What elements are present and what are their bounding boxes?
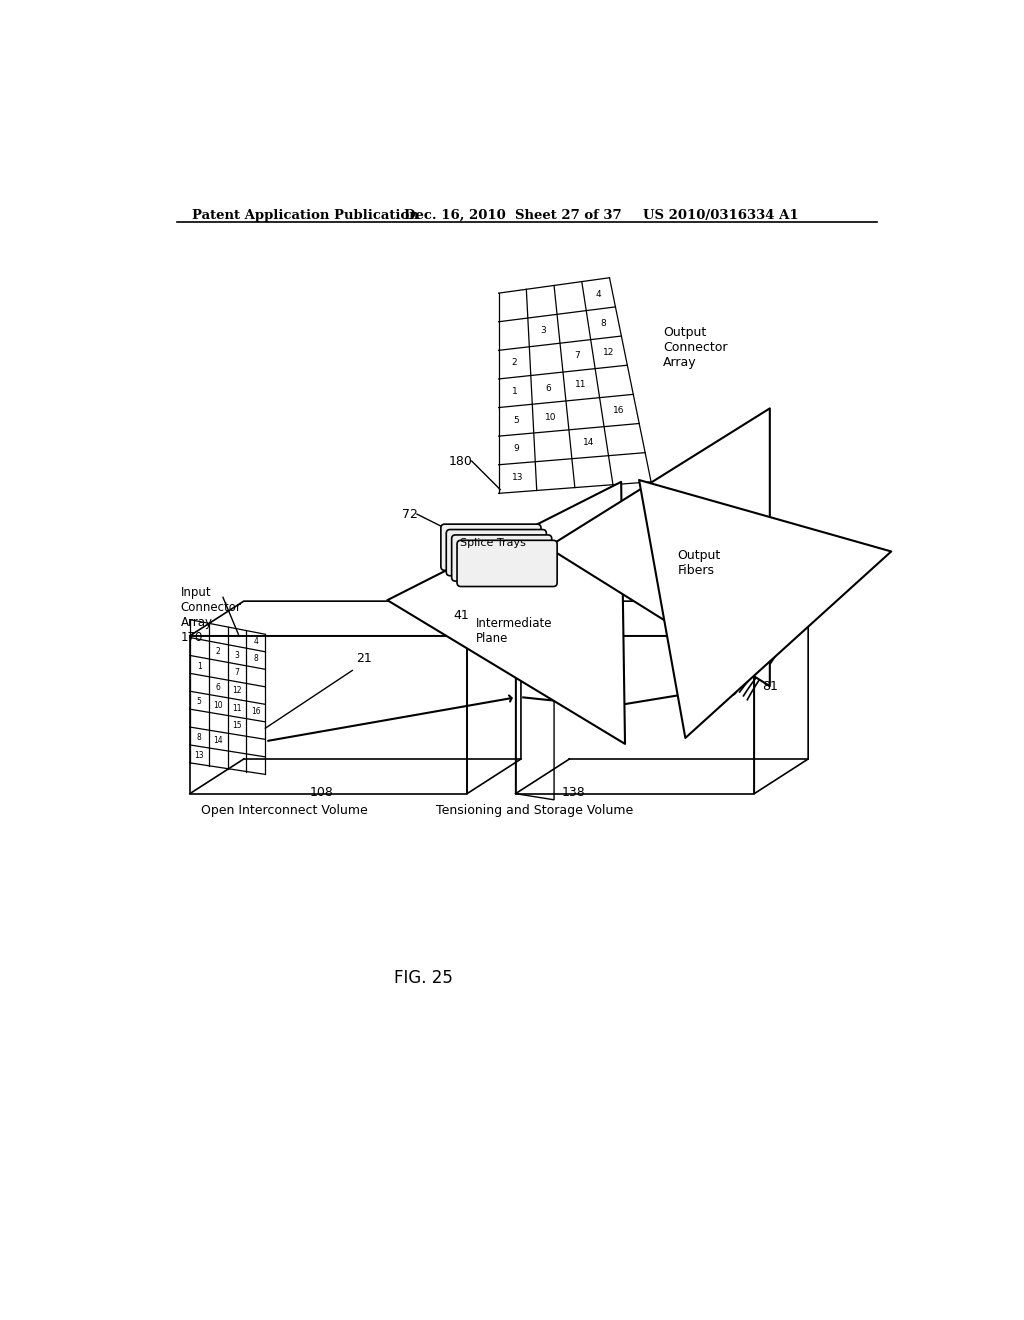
Text: 9: 9 bbox=[514, 445, 519, 453]
Text: 7: 7 bbox=[574, 351, 580, 360]
Text: 4: 4 bbox=[595, 289, 601, 298]
Text: 7: 7 bbox=[234, 668, 240, 677]
Text: 11: 11 bbox=[232, 704, 242, 713]
Text: Dec. 16, 2010  Sheet 27 of 37: Dec. 16, 2010 Sheet 27 of 37 bbox=[403, 209, 622, 222]
Text: 5: 5 bbox=[513, 416, 519, 425]
Text: 21: 21 bbox=[356, 652, 372, 665]
Text: Input
Connector
Array
170: Input Connector Array 170 bbox=[180, 586, 242, 644]
Text: 6: 6 bbox=[545, 384, 551, 392]
Text: 10: 10 bbox=[545, 413, 556, 421]
Text: 8: 8 bbox=[600, 319, 606, 327]
Text: 5: 5 bbox=[197, 697, 202, 706]
Text: Splice Trays: Splice Trays bbox=[461, 539, 526, 548]
Text: 16: 16 bbox=[251, 708, 261, 715]
Text: 81: 81 bbox=[762, 680, 778, 693]
FancyBboxPatch shape bbox=[446, 529, 547, 576]
Text: 2: 2 bbox=[512, 359, 517, 367]
Text: US 2010/0316334 A1: US 2010/0316334 A1 bbox=[643, 209, 799, 222]
Circle shape bbox=[605, 702, 611, 709]
Text: 8: 8 bbox=[197, 733, 202, 742]
Text: 6: 6 bbox=[216, 682, 220, 692]
Text: 1: 1 bbox=[197, 661, 202, 671]
Text: Output
Connector
Array: Output Connector Array bbox=[664, 326, 728, 370]
Text: 12: 12 bbox=[232, 686, 242, 696]
Text: 16: 16 bbox=[613, 407, 625, 414]
Text: 180: 180 bbox=[449, 454, 472, 467]
FancyBboxPatch shape bbox=[457, 540, 557, 586]
Text: 8: 8 bbox=[254, 655, 258, 663]
Text: 1: 1 bbox=[512, 387, 518, 396]
Text: 72: 72 bbox=[401, 508, 418, 520]
Text: 13: 13 bbox=[512, 473, 523, 482]
Text: Patent Application Publication: Patent Application Publication bbox=[193, 209, 419, 222]
Text: Output
Fibers: Output Fibers bbox=[677, 549, 721, 577]
Text: FIG. 25: FIG. 25 bbox=[393, 969, 453, 987]
Text: 4: 4 bbox=[254, 636, 258, 645]
Text: 3: 3 bbox=[541, 326, 547, 335]
Text: 108: 108 bbox=[309, 785, 334, 799]
Text: 41: 41 bbox=[454, 610, 469, 622]
Text: Tensioning and Storage Volume: Tensioning and Storage Volume bbox=[436, 804, 634, 817]
Text: 15: 15 bbox=[232, 722, 242, 730]
Text: Intermediate
Plane: Intermediate Plane bbox=[475, 616, 552, 644]
Text: 12: 12 bbox=[603, 348, 614, 356]
Text: 138: 138 bbox=[561, 785, 585, 799]
Text: 13: 13 bbox=[195, 751, 204, 760]
FancyBboxPatch shape bbox=[452, 535, 552, 581]
Text: 14: 14 bbox=[583, 438, 594, 447]
FancyBboxPatch shape bbox=[441, 524, 541, 570]
Text: 14: 14 bbox=[213, 737, 223, 744]
Text: Open Interconnect Volume: Open Interconnect Volume bbox=[201, 804, 368, 817]
Text: 11: 11 bbox=[575, 380, 587, 389]
Text: 2: 2 bbox=[216, 647, 220, 656]
Text: 3: 3 bbox=[234, 651, 240, 660]
Text: 10: 10 bbox=[213, 701, 223, 710]
